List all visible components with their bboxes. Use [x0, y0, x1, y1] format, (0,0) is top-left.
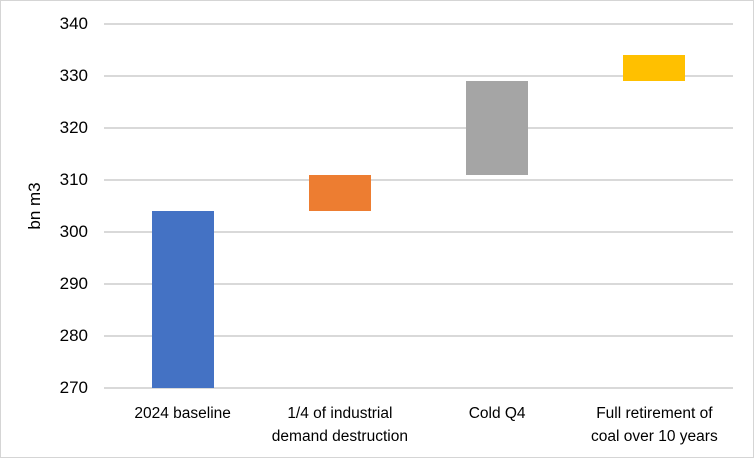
x-category-label-1: 1/4 of industrial demand destruction	[271, 405, 408, 445]
y-tick-label-270: 270	[59, 378, 88, 397]
y-tick-label-310: 310	[59, 170, 88, 189]
y-tick-label-320: 320	[59, 118, 88, 137]
y-tick-label-280: 280	[59, 326, 88, 345]
bar-segment-0	[151, 211, 214, 388]
gridline-290	[104, 283, 733, 285]
gridline-340	[104, 23, 733, 25]
y-tick-label-290: 290	[59, 274, 88, 293]
y-axis-title: bn m3	[25, 182, 44, 230]
bar-segment-2	[466, 81, 529, 175]
gridline-280	[104, 335, 733, 337]
x-category-label-3: Full retirement of coal over 10 years	[591, 405, 718, 445]
y-tick-label-330: 330	[59, 66, 88, 85]
y-tick-label-340: 340	[59, 14, 88, 33]
x-category-label-2: Cold Q4	[468, 405, 526, 422]
bar-segment-3	[623, 55, 686, 82]
gridline-320	[104, 127, 733, 129]
gridline-310	[104, 179, 733, 181]
y-tick-label-300: 300	[59, 222, 88, 241]
gridline-330	[104, 75, 733, 77]
x-category-label-0: 2024 baseline	[134, 405, 231, 422]
gridline-270	[104, 387, 733, 389]
bar-segment-1	[308, 174, 371, 212]
gridline-300	[104, 231, 733, 233]
